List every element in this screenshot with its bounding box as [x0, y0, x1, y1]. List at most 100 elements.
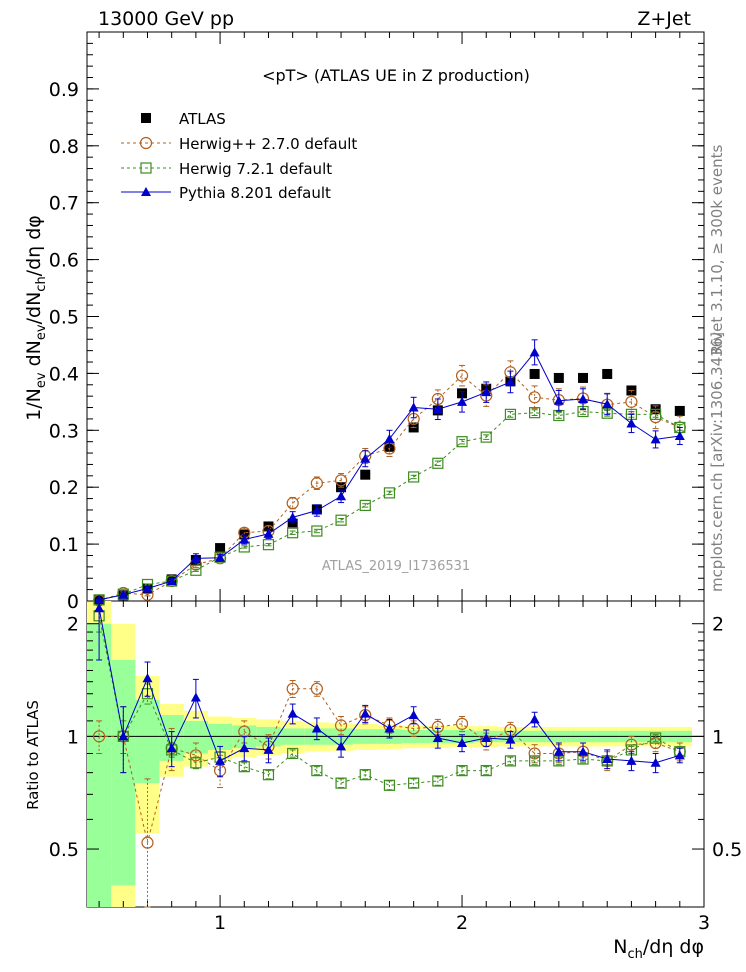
- band-inner-segment: [207, 723, 233, 750]
- data-point-atlas: [578, 372, 589, 383]
- data-point-atlas: [215, 543, 226, 554]
- data-point-herwig7: [408, 471, 420, 483]
- mcplots-reference-label: mcplots.cern.ch [arXiv:1306.3436]: [708, 332, 726, 592]
- data-point-pythia: [287, 512, 298, 522]
- x-tick-label: 1: [214, 912, 226, 934]
- data-point-pythia: [505, 734, 516, 744]
- data-point-pythia: [578, 394, 589, 404]
- data-point-pythia: [384, 723, 395, 733]
- y-tick-label-ratio: 0.5: [49, 839, 79, 861]
- data-point-pythia: [311, 723, 322, 733]
- data-point-herwigpp: [455, 369, 469, 382]
- legend-label-herwigpp: Herwig++ 2.7.0 default: [179, 135, 357, 153]
- data-point-pythia: [336, 491, 347, 501]
- data-point-atlas: [287, 518, 298, 529]
- data-point-pythia: [650, 757, 661, 767]
- data-point-pythia: [457, 738, 468, 748]
- y-tick-label-main: 0.8: [49, 136, 79, 158]
- ratio-axes: 0.5 0.5 1 1 2 2 1 2 3: [49, 601, 742, 934]
- y-tick-label-main: 0.9: [49, 79, 79, 101]
- data-point-pythia: [529, 714, 540, 724]
- data-point-pythia: [674, 430, 685, 440]
- y-tick-label-main: 0.7: [49, 193, 79, 215]
- data-point-herwig7: [117, 588, 129, 600]
- data-point-herwig7: [480, 765, 492, 777]
- data-point-herwig7: [287, 747, 299, 760]
- data-point-pythia: [166, 576, 177, 586]
- data-point-pythia: [626, 418, 637, 428]
- series-pythia: [94, 600, 685, 778]
- legend-marker-herwigpp: [139, 136, 153, 150]
- data-point-herwig7: [480, 431, 492, 443]
- data-point-atlas: [602, 368, 613, 379]
- data-point-atlas: [239, 529, 250, 540]
- data-point-pythia: [602, 754, 613, 764]
- data-point-pythia: [408, 402, 419, 412]
- data-point-pythia: [650, 434, 661, 444]
- main-axes: 0 0.1 0.2 0.3 0.4 0.5 0.6 0.7 0.8 0.9: [49, 32, 705, 613]
- data-point-pythia: [118, 589, 129, 599]
- data-point-pythia: [360, 708, 371, 718]
- data-point-herwig7: [432, 457, 444, 469]
- data-point-pythia: [94, 594, 105, 604]
- ratio-uncertainty-bands: [87, 601, 692, 907]
- legend-marker-atlas: [141, 113, 151, 123]
- data-point-herwig7: [262, 769, 275, 781]
- header-process-label: Z+Jet: [637, 8, 691, 30]
- data-point-pythia: [190, 692, 201, 702]
- data-point-herwig7: [408, 777, 420, 789]
- data-point-pythia: [626, 755, 637, 765]
- y-tick-label-main: 0: [67, 591, 79, 613]
- data-point-pythia: [360, 453, 371, 463]
- y-tick-label-main: 0.6: [49, 250, 79, 272]
- legend: ATLAS Herwig++ 2.7.0 default Herwig 7.2.1 …: [121, 110, 357, 202]
- plot-title: <pT> (ATLAS UE in Z production): [262, 66, 530, 85]
- data-point-herwig7: [359, 499, 371, 512]
- y-tick-label-main: 0.3: [49, 420, 79, 442]
- y-tick-label-ratio: 1: [67, 726, 79, 748]
- data-point-herwig7: [504, 408, 517, 420]
- data-point-pythia: [94, 603, 105, 613]
- data-point-pythia: [142, 673, 153, 683]
- data-point-herwigpp: [528, 391, 541, 404]
- data-point-herwigpp: [92, 730, 106, 743]
- data-point-pythia: [408, 710, 419, 720]
- data-point-herwigpp: [141, 836, 154, 849]
- data-point-pythia: [529, 347, 540, 357]
- data-point-herwig7: [311, 765, 323, 777]
- data-point-atlas: [553, 372, 564, 383]
- header-energy-label: 13000 GeV pp: [98, 8, 234, 30]
- rivet-version-label: Rivet 3.1.10, ≥ 300k events: [708, 145, 726, 356]
- data-point-herwig7: [190, 757, 202, 769]
- y-tick-label-main: 0.5: [49, 307, 79, 329]
- data-point-pythia: [239, 743, 250, 753]
- data-point-herwigpp: [310, 477, 323, 490]
- data-point-pythia: [432, 404, 443, 414]
- data-point-herwig7: [650, 732, 662, 744]
- data-point-pythia: [263, 528, 274, 538]
- data-point-herwig7: [262, 539, 275, 551]
- x-tick-label: 3: [698, 912, 710, 934]
- data-point-pythia: [553, 395, 564, 405]
- y-tick-label-ratio-right: 2: [712, 614, 724, 636]
- y-tick-label-ratio-right: 0.5: [712, 839, 742, 861]
- y-tick-label-ratio-right: 1: [712, 726, 724, 748]
- data-point-herwigpp: [286, 682, 299, 695]
- y-tick-label-main: 0.1: [49, 534, 79, 556]
- data-point-pythia: [578, 746, 589, 756]
- band-inner-segment: [135, 700, 160, 784]
- data-point-pythia: [432, 733, 443, 743]
- data-point-herwig7: [359, 769, 371, 781]
- data-point-herwigpp: [334, 719, 348, 732]
- data-point-pythia: [142, 583, 153, 593]
- data-point-atlas: [674, 405, 685, 416]
- data-point-herwigpp: [334, 474, 348, 487]
- data-point-herwig7: [529, 755, 541, 767]
- y-axis-title-main: 1/Nev dNev/dNch/dη dφ: [23, 215, 49, 421]
- data-point-herwig7: [311, 525, 323, 537]
- data-point-pythia: [215, 755, 226, 765]
- data-point-herwig7: [335, 514, 347, 526]
- legend-marker-pythia: [141, 187, 151, 196]
- legend-label-pythia: Pythia 8.201 default: [179, 184, 331, 202]
